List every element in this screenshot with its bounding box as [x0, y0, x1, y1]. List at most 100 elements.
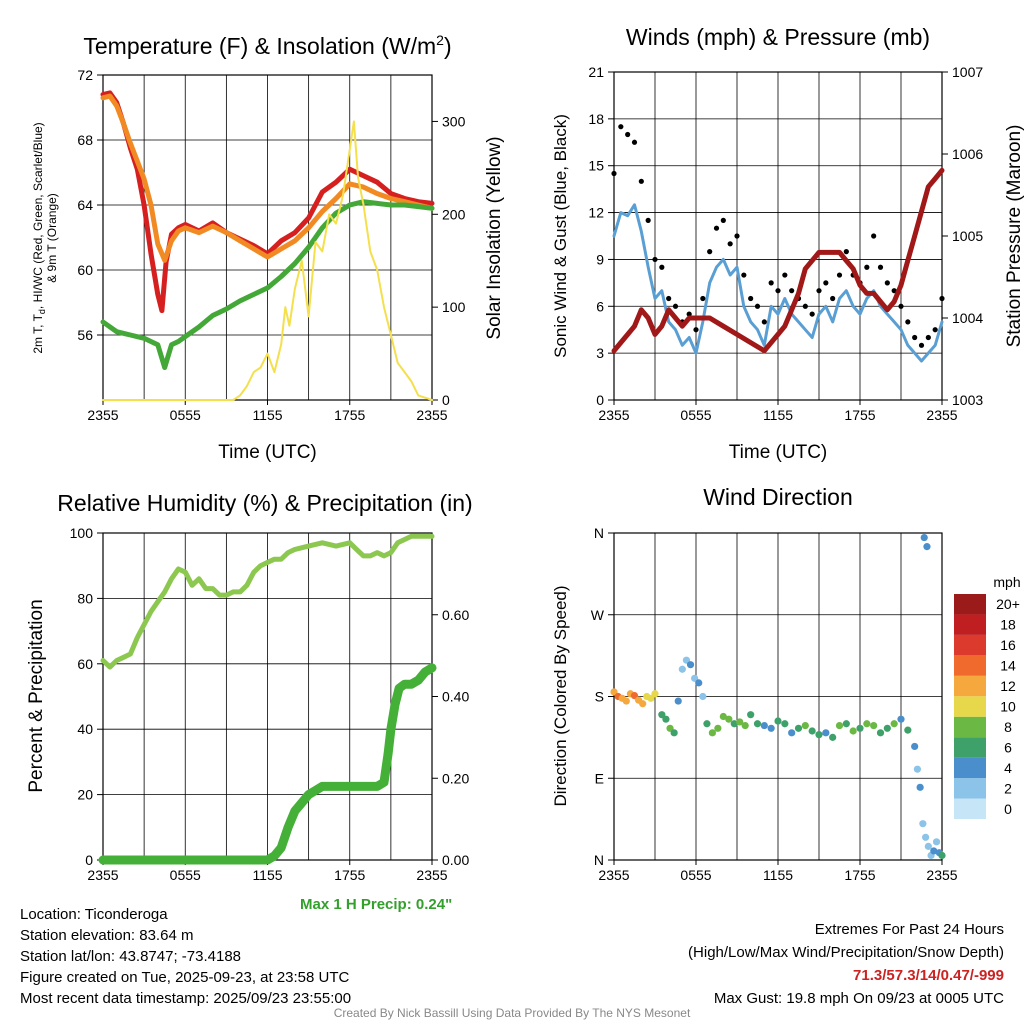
direction-point	[924, 842, 932, 850]
title-superscript: 2	[436, 32, 444, 48]
series-line-9m-temperature	[100, 93, 435, 263]
gust-point	[877, 264, 884, 270]
gust-point	[741, 272, 747, 278]
direction-point	[904, 726, 912, 734]
gust-point	[816, 288, 822, 294]
gust-point	[686, 311, 692, 317]
gust-point	[611, 170, 617, 177]
direction-point	[890, 720, 898, 728]
y-tick-label-left: 21	[588, 64, 604, 80]
direction-point	[911, 742, 919, 751]
gust-point	[693, 327, 699, 333]
gust-point	[618, 124, 624, 130]
direction-point	[714, 724, 722, 732]
colorbar-swatch	[954, 696, 986, 717]
latlon-text: Station lat/lon: 43.8747; -73.4188	[20, 948, 242, 965]
chart-title: Wind Direction	[703, 484, 853, 510]
direction-point	[835, 721, 844, 730]
direction-point	[919, 820, 927, 828]
colorbar-label: 4	[1004, 760, 1012, 776]
chart-title: Winds (mph) & Pressure (mb)	[626, 24, 930, 50]
direction-point	[897, 715, 905, 723]
colorbar-label: 2	[1004, 780, 1012, 796]
y-tick-label-left: 80	[77, 590, 93, 606]
x-tick-label: 1755	[844, 407, 875, 423]
direction-point	[863, 720, 871, 728]
direction-point	[932, 838, 941, 846]
elevation-text: Station elevation: 83.64 m	[20, 927, 194, 944]
colorbar-label: 18	[1000, 617, 1016, 633]
y-tick-label-left: N	[594, 525, 604, 541]
direction-point	[781, 720, 789, 728]
direction-point	[815, 731, 823, 739]
max-gust-text: Max Gust: 19.8 mph On 09/23 at 0005 UTC	[713, 990, 1004, 1007]
direction-point	[719, 712, 727, 721]
gust-point	[884, 280, 890, 286]
y-tick-label-right: 1006	[952, 146, 983, 162]
series-line-dewpoint	[100, 199, 435, 370]
gust-point	[734, 233, 740, 239]
gust-point	[789, 288, 795, 294]
gust-point	[631, 139, 638, 145]
direction-point	[725, 715, 733, 723]
gust-point	[761, 319, 767, 325]
y-tick-label-right: 1004	[952, 310, 983, 326]
x-axis-label: Time (UTC)	[218, 442, 317, 463]
direction-point	[922, 833, 930, 841]
y-tick-label-right: 0.20	[442, 770, 469, 786]
gust-point	[645, 217, 651, 223]
gust-point	[700, 295, 706, 302]
colorbar-label: 20+	[996, 596, 1020, 612]
recent-text: Most recent data timestamp: 2025/09/23 2…	[20, 990, 352, 1007]
direction-point	[674, 697, 682, 705]
direction-point	[794, 724, 803, 732]
direction-point	[849, 727, 857, 735]
colorbar-label: 0	[1004, 801, 1012, 817]
x-tick-label: 1755	[844, 867, 875, 883]
direction-point	[662, 715, 670, 723]
y-tick-label-right: 1003	[952, 392, 983, 408]
winds-pressure-chart: 2355 0555 1155 1755 235503691215182110031004…	[551, 24, 1024, 463]
gust-point	[823, 280, 829, 286]
direction-point	[883, 724, 891, 732]
y-tick-label-left: 72	[77, 67, 93, 83]
direction-point	[856, 724, 864, 732]
gust-point	[713, 225, 720, 231]
y-axis-label-right: Station Pressure (Maroon)	[1004, 125, 1024, 348]
chart-title: Relative Humidity (%) & Precipitation (i…	[57, 490, 472, 516]
chart-title: Temperature (F) & Insolation (W/m2)	[83, 32, 451, 59]
gust-point	[768, 280, 774, 286]
direction-point	[747, 711, 755, 719]
y-tick-label-right: 0	[442, 392, 450, 408]
gust-point	[939, 295, 945, 302]
y-label-part: 2m T, T	[31, 313, 45, 353]
direction-point	[699, 692, 707, 701]
x-tick-label: 2355	[87, 867, 118, 883]
colorbar-label: 8	[1004, 719, 1012, 735]
direction-point	[703, 720, 711, 728]
direction-point	[930, 847, 938, 855]
colorbar-label: 10	[1000, 699, 1016, 715]
direction-point	[876, 729, 885, 737]
direction-point	[686, 661, 695, 669]
direction-point	[870, 721, 878, 730]
direction-point	[788, 729, 796, 737]
station-info: Location: Ticonderoga Station elevation:…	[20, 904, 351, 1009]
colorbar-label: 16	[1000, 637, 1016, 653]
y-tick-label-left: 3	[596, 345, 604, 361]
gust-point	[843, 249, 849, 255]
direction-point	[913, 765, 922, 773]
y-axis-label-left: 2m T, Td, HI/WC (Red, Green, Scarlet/Blu…	[31, 122, 47, 353]
gust-point	[754, 303, 761, 309]
y-axis-label-left-line2: & 9m T (Orange)	[45, 193, 59, 283]
y-tick-label-left: 6	[596, 298, 604, 314]
y-tick-label-left: 56	[77, 327, 93, 343]
direction-point	[651, 690, 659, 698]
gust-point	[871, 233, 877, 239]
series-line-relative-humidity	[100, 533, 435, 670]
direction-point	[736, 718, 744, 726]
y-tick-label-right: 100	[442, 299, 466, 315]
gust-point	[891, 288, 897, 294]
